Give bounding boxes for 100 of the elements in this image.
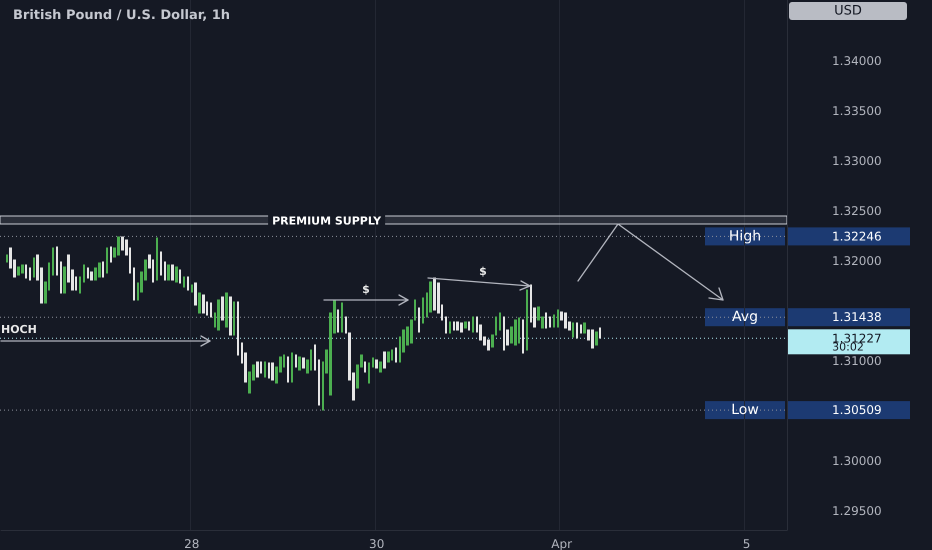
candlestick: [418, 308, 420, 332]
y-tick-label: 1.30509: [832, 403, 882, 418]
candlestick: [591, 330, 594, 348]
candlestick: [21, 264, 24, 274]
candlestick: [302, 358, 305, 368]
ref-line-label: Low: [731, 402, 759, 418]
candlestick: [90, 272, 93, 280]
candlestick: [375, 360, 378, 368]
candlestick: [25, 264, 27, 278]
candlestick: [160, 252, 162, 276]
candlestick: [156, 238, 158, 280]
candlestick: [387, 352, 390, 362]
candlestick: [260, 362, 262, 374]
candlestick: [83, 264, 85, 282]
annotation: $: [479, 265, 487, 278]
candlestick: [499, 312, 501, 330]
candlestick: [503, 316, 505, 350]
candlestick: [291, 352, 293, 382]
candlestick: [179, 270, 181, 284]
candlestick: [79, 276, 81, 294]
candlestick: [599, 328, 601, 338]
candlestick: [237, 302, 239, 356]
candlestick: [472, 316, 474, 332]
candlestick: [576, 322, 578, 338]
candlestick: [287, 356, 289, 382]
candlestick: [464, 322, 467, 328]
candlestick: [295, 354, 297, 368]
candlestick: [271, 362, 274, 380]
candlestick: [583, 322, 586, 334]
candlestick: [341, 302, 343, 332]
candlestick: [233, 302, 235, 336]
candlestick: [264, 362, 266, 378]
candlestick: [564, 312, 567, 328]
candlestick: [557, 310, 559, 328]
candlestick: [310, 350, 312, 370]
candlestick: [210, 302, 212, 318]
candlestick: [314, 344, 316, 370]
candlestick: [395, 348, 397, 362]
candlestick: [487, 340, 490, 350]
candlestick: [183, 276, 185, 288]
candlestick: [379, 362, 382, 372]
candlestick: [298, 356, 301, 370]
candlestick: [580, 324, 582, 334]
candlestick: [229, 296, 232, 336]
candlestick: [187, 276, 189, 290]
candlestick: [6, 254, 8, 262]
candlestick: [522, 320, 524, 354]
y-tick-label: 1.30000: [832, 454, 882, 468]
candlestick: [553, 314, 555, 328]
candlestick: [514, 320, 517, 346]
candlestick: [217, 300, 220, 330]
candlestick: [117, 236, 120, 256]
candlestick: [171, 264, 174, 280]
candlestick: [549, 316, 551, 328]
candlestick: [518, 318, 520, 344]
candlestick: [198, 292, 201, 314]
candlestick: [256, 362, 259, 378]
candlestick: [164, 262, 166, 280]
candlestick: [110, 246, 112, 262]
y-tick-label: 1.32000: [832, 254, 882, 268]
candlestick: [545, 312, 547, 328]
y-tick-label: 1.31000: [832, 354, 882, 368]
candlestick: [202, 294, 205, 314]
text: British Pound / U.S. Dollar, 1h: [13, 8, 230, 23]
candlestick: [268, 362, 270, 378]
candlestick: [63, 266, 66, 294]
x-tick-label: 30: [369, 537, 384, 550]
y-tick-label: 1.33500: [832, 104, 882, 118]
candlestick: [194, 282, 197, 306]
candlestick: [133, 268, 135, 300]
candlestick: [383, 352, 386, 368]
y-tick-label: 1.33000: [832, 154, 882, 168]
candlestick: [33, 258, 35, 278]
annotation: $: [362, 283, 370, 296]
candlestick: [17, 266, 20, 276]
band-label: PREMIUM SUPPLY: [272, 214, 382, 228]
candlestick: [191, 284, 193, 292]
candlestick: [433, 278, 436, 310]
y-tick-label: 1.29500: [832, 504, 882, 518]
candlestick: [391, 350, 393, 360]
candlestick: [102, 262, 104, 278]
candlestick: [29, 268, 31, 280]
candlestick: [368, 362, 370, 384]
candlestick: [98, 262, 101, 278]
y-tick-label: 1.32500: [832, 204, 882, 218]
candlestick: [56, 246, 58, 276]
candlestick: [364, 362, 366, 372]
candlestick: [221, 296, 224, 320]
y-tick-label: 1.31438: [832, 310, 882, 324]
ref-line-label: Avg: [732, 309, 758, 326]
candlestick: [175, 266, 178, 282]
candlestick: [468, 322, 470, 330]
y-tick-label: 1.32246: [832, 229, 882, 244]
ref-line-label: High: [728, 228, 762, 244]
candlestick: [87, 268, 89, 278]
x-tick-label: 28: [184, 537, 200, 550]
candlestick: [52, 248, 54, 276]
x-tick-label: 5: [742, 537, 750, 550]
candlestick: [337, 310, 339, 332]
candlestick: [60, 262, 62, 294]
